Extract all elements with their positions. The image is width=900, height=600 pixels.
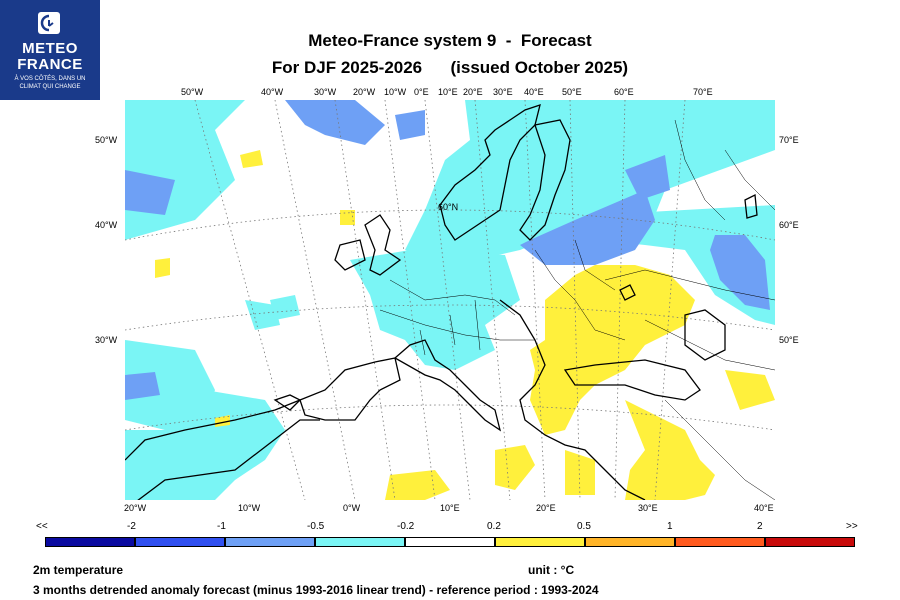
description-label: 3 months detrended anomaly forecast (min…	[33, 583, 599, 597]
colorbar-segment	[135, 537, 225, 547]
top-lon-label: 30°E	[493, 87, 513, 97]
colorbar-segment	[315, 537, 405, 547]
bottom-lon-label: 20°E	[536, 503, 556, 513]
meteo-france-logo: METEO FRANCE À VOS CÔTÉS, DANS UN CLIMAT…	[0, 0, 100, 100]
right-lon-label: 70°E	[779, 135, 799, 145]
colorbar-tick-label: 0.2	[487, 521, 501, 532]
colorbar-segment	[405, 537, 495, 547]
bottom-lon-label: 20°W	[124, 503, 147, 513]
colorbar-tick-label: -0.2	[397, 521, 415, 532]
bottom-lon-label: 0°W	[343, 503, 361, 513]
bottom-lon-label: 30°E	[638, 503, 658, 513]
top-lon-label: 60°E	[614, 87, 634, 97]
colorbar-segment	[765, 537, 855, 547]
top-lon-label: 50°E	[562, 87, 582, 97]
left-lon-label: 40°W	[95, 220, 118, 230]
colorbar-tick-label: 1	[667, 521, 673, 532]
colorbar-tick-label: -0.5	[307, 521, 325, 532]
map-gridlines	[124, 99, 776, 501]
variable-label: 2m temperature	[33, 563, 124, 577]
colorbar-segment	[675, 537, 765, 547]
country-borders	[379, 119, 776, 501]
colorbar-tick-label: <<	[36, 521, 48, 532]
colorbar-tick-label: 0.5	[577, 521, 591, 532]
top-lon-label: 20°W	[353, 87, 376, 97]
page-title: Meteo-France system 9 - Forecast	[308, 31, 592, 50]
top-lon-label: 20°E	[463, 87, 483, 97]
top-lon-label: 10°W	[384, 87, 407, 97]
right-lon-label: 50°E	[779, 335, 799, 345]
colorbar-segment	[495, 537, 585, 547]
colorbar-segment	[45, 537, 135, 547]
logo-tagline-2: CLIMAT QUI CHANGE	[19, 84, 81, 90]
colorbar-tick-label: >>	[846, 521, 858, 532]
top-lon-label: 50°W	[181, 87, 204, 97]
logo-tagline-1: À VOS CÔTÉS, DANS UN	[14, 76, 86, 82]
bottom-lon-label: 10°E	[440, 503, 460, 513]
colorbar-tick-label: -2	[127, 521, 136, 532]
colorbar-segment	[225, 537, 315, 547]
warm-anomaly-areas	[155, 150, 775, 500]
bottom-lon-label: 10°W	[238, 503, 261, 513]
top-lon-label: 40°E	[524, 87, 544, 97]
bottom-lon-label: 40°E	[754, 503, 774, 513]
top-lon-label: 70°E	[693, 87, 713, 97]
top-lon-label: 30°W	[314, 87, 337, 97]
colorbar-tick-label: 2	[757, 521, 763, 532]
colorbar-tick-label: -1	[217, 521, 226, 532]
moderate-cold-areas	[125, 100, 770, 400]
top-lon-label: 0°E	[414, 87, 429, 97]
unit-label: unit : °C	[528, 563, 575, 577]
logo-text-france: FRANCE	[17, 56, 83, 73]
logo-text-meteo: METEO	[22, 40, 78, 57]
meteo-france-logo-icon	[38, 12, 60, 34]
page-subtitle: For DJF 2025-2026 (issued October 2025)	[271, 58, 629, 77]
colorbar-segment	[585, 537, 675, 547]
map-canvas: 60°N	[124, 99, 776, 511]
top-lon-label: 40°W	[261, 87, 284, 97]
right-lon-label: 60°E	[779, 220, 799, 230]
lat-60n-label: 60°N	[438, 202, 458, 212]
left-lon-label: 30°W	[95, 335, 118, 345]
left-lon-label: 50°W	[95, 135, 118, 145]
top-lon-label: 10°E	[438, 87, 458, 97]
anomaly-map: 60°N	[124, 99, 776, 511]
